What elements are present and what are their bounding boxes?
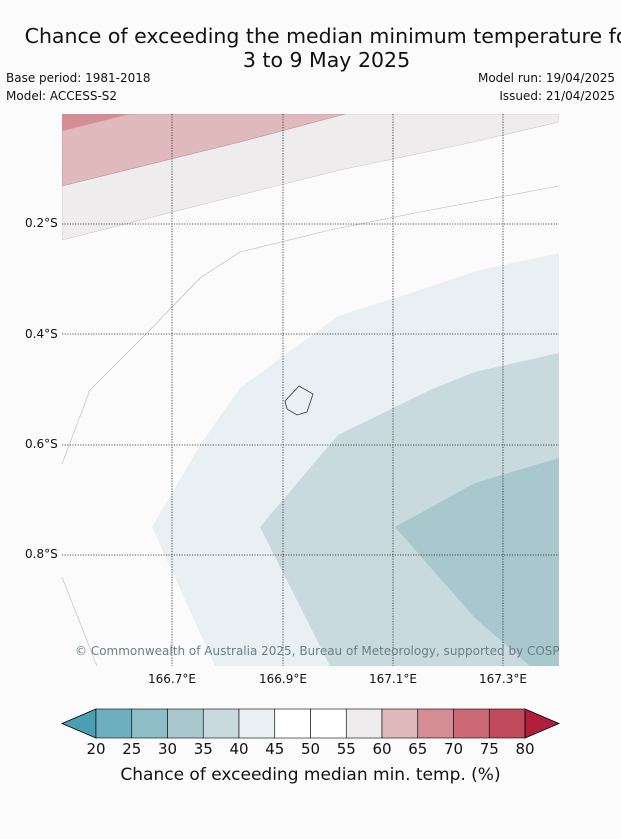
lon-label-167.1e: 167.1°E [369,672,417,686]
band-65-70 [62,114,130,131]
lat-label-0.8s: 0.8°S [25,547,58,561]
colorbar-swatch [453,708,490,739]
colorbar-tick-label: 30 [157,740,178,758]
colorbar-swatch [345,708,383,739]
colorbar-swatch [381,708,419,739]
colorbar-tick-label: 75 [479,740,499,758]
map-area: © Commonwealth of Australia 2025, Bureau… [62,114,580,666]
colorbar-swatch [131,708,168,739]
colorbar-swatch [167,708,204,739]
copyright-text: © Commonwealth of Australia 2025, Bureau… [75,644,580,658]
map-title: Chance of exceeding the median minimum t… [0,24,621,72]
colorbar-swatch [95,708,133,739]
colorbar-tick-label: 55 [336,740,356,758]
model-run: Model run: 19/04/2025 [477,71,615,85]
colorbar-swatch [238,708,276,739]
issued-date: Issued: 21/04/2025 [499,89,615,103]
lat-label-0.4s: 0.4°S [25,327,58,341]
lon-label-166.9e: 166.9°E [259,672,307,686]
meta-left: Base period: 1981-2018 Model: ACCESS-S2 [6,69,151,105]
lat-label-0.6s: 0.6°S [25,437,58,451]
colorbar-extend-high [524,708,561,739]
colorbar-label: Chance of exceeding median min. temp. (%… [120,765,501,785]
colorbar-tick-label: 60 [372,740,392,758]
colorbar-swatch [274,708,311,739]
colorbar-tick-label: 70 [443,740,464,758]
lon-label-166.7e: 166.7°E [148,672,196,686]
meta-right: Model run: 19/04/2025 Issued: 21/04/2025 [478,69,615,105]
model-name: Model: ACCESS-S2 [6,89,118,103]
colorbar-tick-label: 50 [300,740,321,758]
lon-label-167.3e: 167.3°E [479,672,527,686]
island-coastline [284,385,314,416]
colorbar-tick-label: 25 [122,740,142,758]
colorbar-tick-label: 35 [193,740,213,758]
title-line-2: 3 to 9 May 2025 [242,48,411,72]
colorbar-tick-label: 20 [86,740,106,758]
colorbar-tick-label: 40 [229,740,249,758]
colorbar [60,708,561,739]
colorbar-tick-label: 80 [515,740,535,758]
band-60-65 [62,114,346,187]
colorbar-swatch [488,708,526,739]
band-30-35 [395,458,559,666]
contour-line-1 [62,185,559,465]
colorbar-extend-low [60,708,97,739]
gridlines [62,114,559,666]
colorbar-tick-label: 65 [408,740,428,758]
lat-label-0.2s: 0.2°S [25,216,58,230]
colorbar-tick-label: 45 [265,740,285,758]
base-period: Base period: 1981-2018 [6,71,151,85]
colorbar-swatch [417,708,454,739]
contour-line-2 [62,576,98,666]
colorbar-swatch [202,708,240,739]
title-line-1: Chance of exceeding the median minimum t… [24,24,621,48]
colorbar-swatch [310,708,347,739]
